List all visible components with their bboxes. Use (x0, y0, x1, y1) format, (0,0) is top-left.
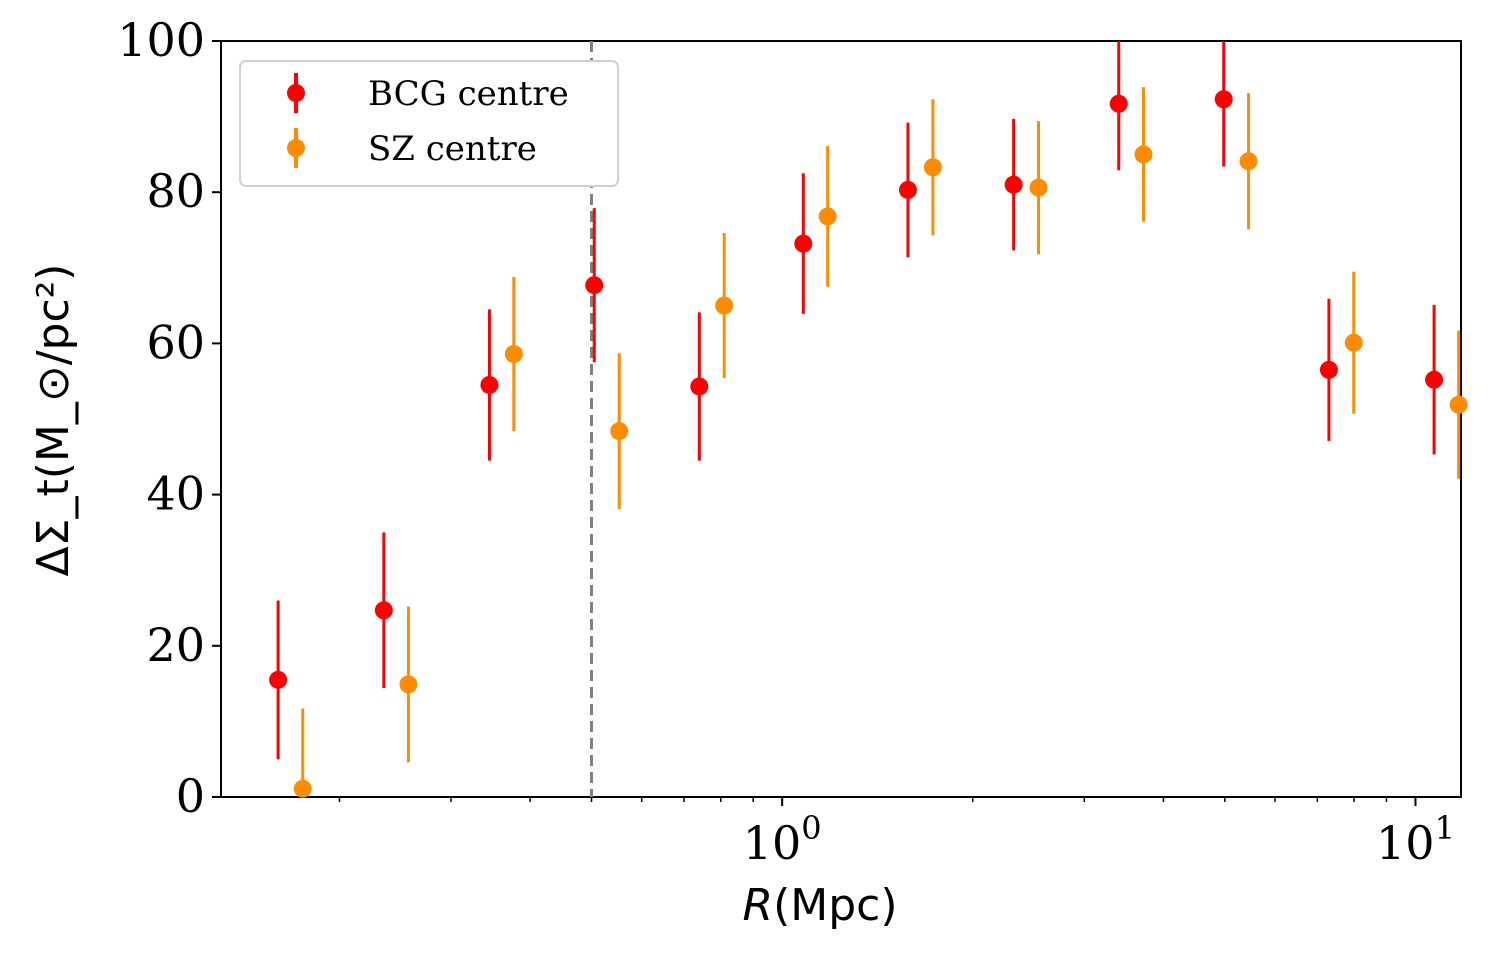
y-tick-label: 100 (117, 13, 205, 67)
data-point (1134, 145, 1153, 164)
data-point (269, 670, 288, 689)
data-point (1239, 152, 1258, 171)
data-point (715, 296, 734, 315)
y-tick-label: 40 (146, 467, 205, 521)
data-point (690, 377, 709, 396)
legend-marker-sz (287, 139, 305, 157)
data-point (374, 601, 393, 620)
data-point (1109, 94, 1128, 113)
legend-label-sz: SZ centre (368, 129, 537, 169)
data-point (1319, 360, 1338, 379)
data-point (293, 779, 312, 798)
data-point (480, 375, 499, 394)
series-0 (269, 41, 1444, 760)
series-layer (269, 41, 1468, 798)
y-tick-label: 20 (146, 618, 205, 672)
legend: BCG centre SZ centre (239, 60, 619, 187)
data-point (1425, 370, 1444, 389)
y-axis-ticks: 0 20 40 60 80 100 (117, 13, 221, 823)
y-tick-label: 60 (146, 315, 205, 369)
data-point (1449, 395, 1468, 414)
y-axis-label: ΔΣ_t(M_⊙/pc²) (28, 264, 79, 577)
data-point (923, 158, 942, 177)
data-point (1214, 90, 1233, 109)
data-point (818, 207, 837, 226)
legend-label-bcg: BCG centre (368, 74, 569, 114)
plot-frame (220, 40, 1462, 798)
data-point (399, 675, 418, 694)
data-point (794, 234, 813, 253)
data-point (610, 422, 629, 441)
data-point (1029, 178, 1048, 197)
data-point (898, 180, 917, 199)
y-tick-label: 80 (146, 164, 205, 218)
data-point (585, 276, 604, 295)
x-tick-label: 101 (1376, 809, 1455, 870)
data-point (504, 344, 523, 363)
data-point (1004, 175, 1023, 194)
legend-marker-bcg (287, 84, 305, 102)
x-axis-label: R(Mpc) (743, 880, 898, 931)
y-tick-label: 0 (176, 769, 205, 823)
series-1 (293, 87, 1468, 798)
x-axis-ticks: 100 101 (743, 797, 1455, 870)
x-minor-ticks (338, 797, 1388, 802)
x-tick-label: 100 (743, 809, 822, 870)
legend-box (239, 60, 619, 187)
data-point (1344, 333, 1363, 352)
